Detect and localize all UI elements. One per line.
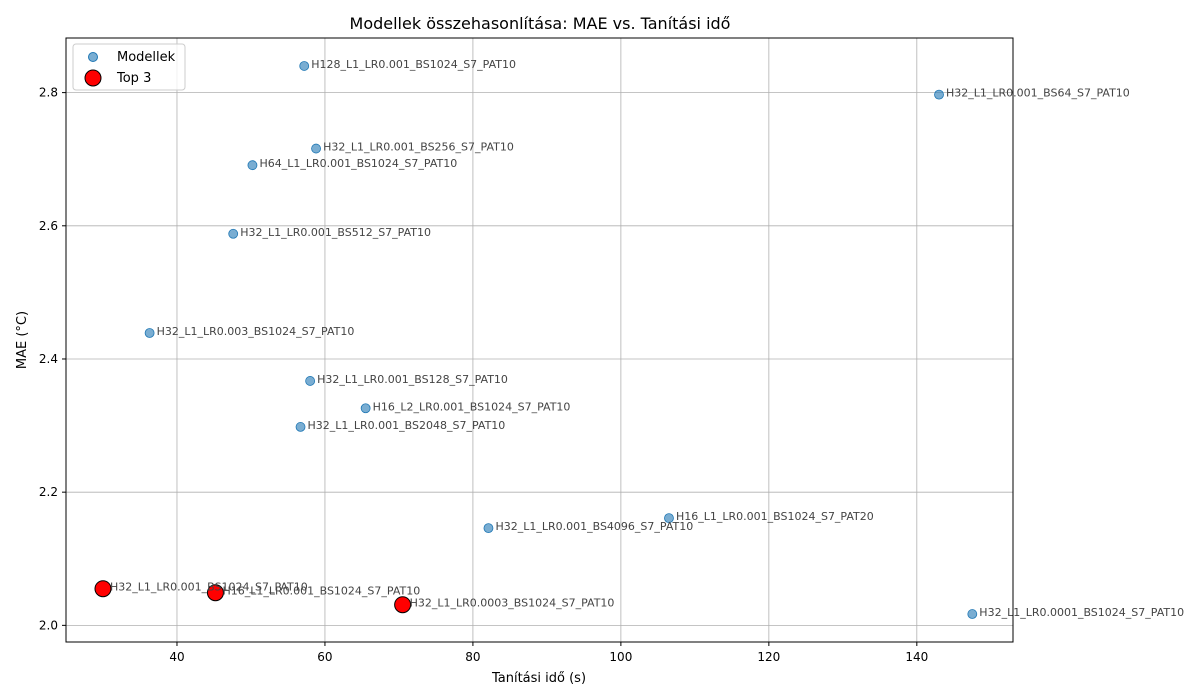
point-layer bbox=[94, 61, 978, 619]
top3-point bbox=[94, 580, 112, 598]
y-tick-label: 2.8 bbox=[39, 86, 58, 100]
point-label-layer: H128_L1_LR0.001_BS1024_S7_PAT10 H32_L1_LR… bbox=[110, 58, 1184, 619]
top3-point bbox=[206, 584, 224, 602]
model-point bbox=[311, 143, 321, 154]
model-point bbox=[228, 228, 239, 239]
model-point-label: H32_L1_LR0.001_BS128_S7_PAT10 bbox=[317, 373, 508, 386]
x-axis-label: Tanítási idő (s) bbox=[491, 671, 586, 686]
legend-marker-top3 bbox=[84, 69, 102, 87]
model-point bbox=[360, 403, 371, 414]
model-point bbox=[295, 422, 306, 432]
model-point bbox=[144, 328, 155, 338]
model-point-label: H16_L2_LR0.001_BS1024_S7_PAT10 bbox=[373, 400, 571, 413]
model-point-label: H128_L1_LR0.001_BS1024_S7_PAT10 bbox=[311, 58, 516, 71]
model-point-label: H32_L1_LR0.0001_BS1024_S7_PAT10 bbox=[979, 606, 1184, 619]
model-point bbox=[483, 523, 494, 534]
model-point-label: H64_L1_LR0.001_BS1024_S7_PAT10 bbox=[259, 157, 457, 170]
x-tick-label: 60 bbox=[317, 650, 332, 664]
model-point-label: H32_L1_LR0.001_BS2048_S7_PAT10 bbox=[308, 419, 506, 432]
model-point-label: H32_L1_LR0.001_BS512_S7_PAT10 bbox=[240, 226, 431, 239]
model-point bbox=[305, 376, 316, 386]
model-point bbox=[299, 61, 310, 71]
legend-label-modellek: Modellek bbox=[117, 50, 176, 65]
grid-layer bbox=[66, 38, 1013, 642]
model-point-label: H32_L1_LR0.001_BS4096_S7_PAT10 bbox=[495, 520, 693, 533]
y-tick-label: 2.6 bbox=[39, 219, 58, 233]
chart-title: Modellek összehasonlítása: MAE vs. Tanít… bbox=[350, 14, 731, 33]
legend: Modellek Top 3 bbox=[72, 43, 186, 91]
model-point bbox=[967, 609, 978, 619]
x-tick-label: 140 bbox=[905, 650, 928, 664]
legend-marker-modellek bbox=[88, 52, 98, 62]
model-point-label: H32_L1_LR0.001_BS1024_S7_PAT10 bbox=[110, 581, 308, 594]
y-axis-label: MAE (°C) bbox=[15, 311, 30, 369]
model-point-label: H16_L1_LR0.001_BS1024_S7_PAT20 bbox=[676, 510, 874, 523]
y-tick-label: 2.0 bbox=[39, 618, 58, 632]
tick-layer: 40 60 80 100 120 140 2.0 2.2 2.4 2.6 2.8 bbox=[39, 86, 928, 664]
model-point-label: H32_L1_LR0.003_BS1024_S7_PAT10 bbox=[157, 325, 355, 338]
model-point bbox=[664, 513, 674, 524]
x-tick-label: 40 bbox=[169, 650, 184, 664]
model-point-label: H32_L1_LR0.0003_BS1024_S7_PAT10 bbox=[410, 597, 615, 610]
x-tick-label: 100 bbox=[609, 650, 632, 664]
model-point bbox=[247, 160, 258, 171]
y-tick-label: 2.4 bbox=[39, 352, 58, 366]
model-point-label: H32_L1_LR0.001_BS64_S7_PAT10 bbox=[946, 87, 1130, 100]
x-tick-label: 80 bbox=[465, 650, 480, 664]
model-point-label: H32_L1_LR0.001_BS256_S7_PAT10 bbox=[323, 141, 514, 154]
plot-frame bbox=[65, 37, 1014, 643]
x-tick-label: 120 bbox=[757, 650, 780, 664]
legend-label-top3: Top 3 bbox=[116, 71, 151, 86]
top3-point bbox=[394, 596, 412, 614]
model-point bbox=[934, 89, 944, 100]
y-tick-label: 2.2 bbox=[39, 485, 58, 499]
model-point-label: H16_L1_LR0.001_BS1024_S7_PAT10 bbox=[222, 585, 420, 598]
